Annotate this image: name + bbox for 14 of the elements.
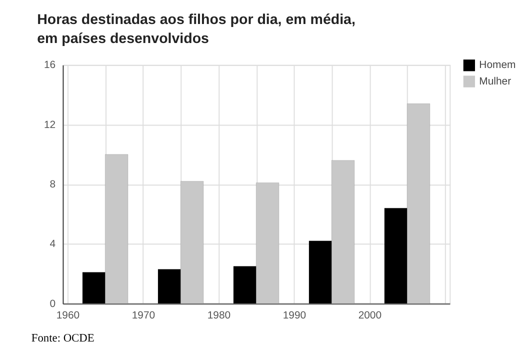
legend-label: Mulher: [479, 76, 512, 88]
y-tick-label: 12: [44, 120, 56, 131]
y-tick-label: 0: [50, 298, 56, 310]
x-tick-label: 1980: [207, 310, 231, 322]
chart-title: Horas destinadas aos filhos por dia, em média, em países desenvolvidos: [37, 12, 356, 48]
y-tick-label: 4: [50, 239, 56, 250]
x-tick-label: 2000: [358, 310, 382, 322]
x-tick-label: 1970: [132, 310, 156, 322]
x-tick-label: 1990: [282, 310, 306, 322]
y-tick-label: 16: [44, 60, 56, 72]
source-note: Fonte: OCDE: [31, 332, 94, 345]
legend-label: Homem: [479, 60, 516, 72]
x-tick-label: 1960: [56, 310, 80, 322]
y-tick-label: 8: [50, 180, 56, 191]
